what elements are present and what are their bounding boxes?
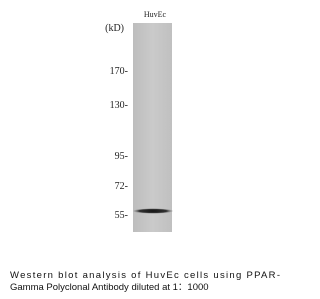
caption-line: Gamma Polyclonal Antibody diluted at 1：1… xyxy=(10,282,209,293)
marker-label: 130- xyxy=(110,100,128,111)
blot-lane xyxy=(133,23,172,232)
marker-label: 55- xyxy=(115,210,128,221)
figure: HuvEc (kD) 170- 130- 95- 72- 55- Western… xyxy=(0,0,290,299)
marker-label: 170- xyxy=(110,66,128,77)
page: HuvEc (kD) 170- 130- 95- 72- 55- Western… xyxy=(0,0,320,299)
marker-label: 72- xyxy=(115,181,128,192)
protein-band xyxy=(133,208,173,213)
marker-label: 95- xyxy=(115,151,128,162)
unit-label: (kD) xyxy=(105,23,124,34)
caption-line: Western blot analysis of HuvEc cells usi… xyxy=(10,270,280,281)
lane-label: HuvEc xyxy=(144,10,167,19)
